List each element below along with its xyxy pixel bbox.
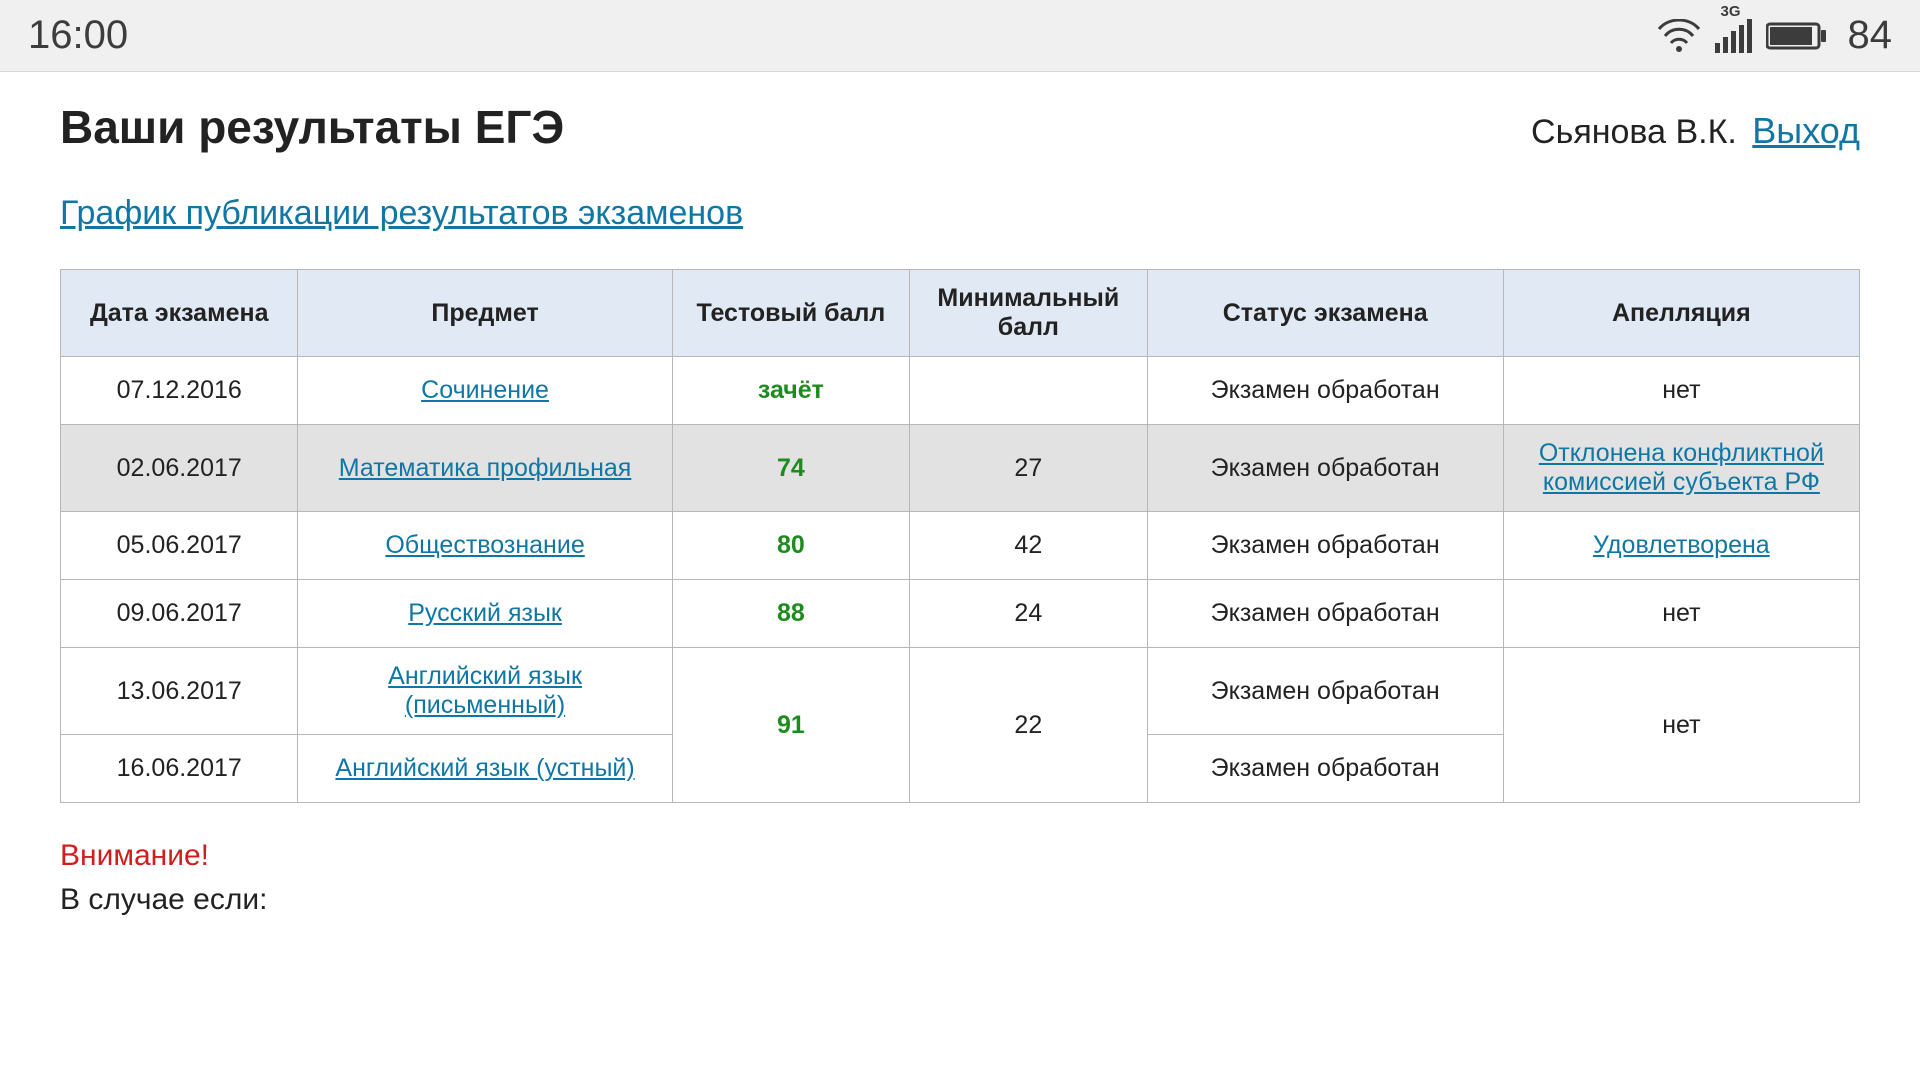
user-block: Сьянова В.К. Выход: [1531, 110, 1860, 152]
cell-date: 13.06.2017: [61, 648, 298, 735]
appeal-link[interactable]: Отклонена конфликтной комиссией субъекта…: [1539, 439, 1824, 496]
results-table: Дата экзамена Предмет Тестовый балл Мини…: [60, 269, 1860, 803]
col-header-score: Тестовый балл: [672, 270, 909, 357]
logout-link[interactable]: Выход: [1752, 110, 1860, 151]
status-time: 16:00: [28, 13, 128, 58]
cell-score: зачёт: [672, 357, 909, 425]
subject-link[interactable]: Обществознание: [385, 531, 584, 559]
col-header-appeal: Апелляция: [1503, 270, 1859, 357]
cell-subject: Математика профильная: [298, 425, 672, 512]
cell-signal-icon: 3G: [1715, 19, 1752, 53]
cell-min: 42: [910, 512, 1147, 580]
cell-min: 22: [910, 648, 1147, 803]
col-header-subject: Предмет: [298, 270, 672, 357]
cell-score: 80: [672, 512, 909, 580]
table-body: 07.12.2016 Сочинение зачёт Экзамен обработа…: [61, 357, 1860, 803]
table-row: 07.12.2016 Сочинение зачёт Экзамен обработа…: [61, 357, 1860, 425]
subject-link[interactable]: Английский язык (письменный): [388, 662, 582, 719]
page-content: Ваши результаты ЕГЭ Сьянова В.К. Выход Г…: [0, 72, 1920, 917]
table-header: Дата экзамена Предмет Тестовый балл Мини…: [61, 270, 1860, 357]
page-header: Ваши результаты ЕГЭ Сьянова В.К. Выход: [60, 100, 1860, 154]
cell-score: 74: [672, 425, 909, 512]
cell-subject: Русский язык: [298, 580, 672, 648]
cell-date: 05.06.2017: [61, 512, 298, 580]
cell-subject: Сочинение: [298, 357, 672, 425]
cell-min: 24: [910, 580, 1147, 648]
page-title: Ваши результаты ЕГЭ: [60, 100, 564, 154]
cell-score: 91: [672, 648, 909, 803]
cell-status: Экзамен обработан: [1147, 425, 1503, 512]
cell-status: Экзамен обработан: [1147, 512, 1503, 580]
cell-score: 88: [672, 580, 909, 648]
cell-status: Экзамен обработан: [1147, 735, 1503, 803]
cell-subject: Обществознание: [298, 512, 672, 580]
col-header-date: Дата экзамена: [61, 270, 298, 357]
cell-status: Экзамен обработан: [1147, 580, 1503, 648]
cell-appeal: нет: [1503, 357, 1859, 425]
cell-date: 02.06.2017: [61, 425, 298, 512]
subject-link[interactable]: Английский язык (устный): [335, 754, 634, 782]
cell-appeal: нет: [1503, 580, 1859, 648]
cell-appeal: Удовлетворена: [1503, 512, 1859, 580]
cell-subject: Английский язык (устный): [298, 735, 672, 803]
cell-status: Экзамен обработан: [1147, 648, 1503, 735]
table-row: 13.06.2017Английский язык (письменный)91…: [61, 648, 1860, 735]
schedule-link[interactable]: График публикации результатов экзаменов: [60, 194, 743, 233]
cell-date: 07.12.2016: [61, 357, 298, 425]
wifi-icon: [1657, 19, 1701, 53]
appeal-link[interactable]: Удовлетворена: [1593, 531, 1770, 559]
cell-status: Экзамен обработан: [1147, 357, 1503, 425]
cell-date: 16.06.2017: [61, 735, 298, 803]
col-header-min: Минимальный балл: [910, 270, 1147, 357]
cell-min: [910, 357, 1147, 425]
col-header-status: Статус экзамена: [1147, 270, 1503, 357]
cell-date: 09.06.2017: [61, 580, 298, 648]
user-name: Сьянова В.К.: [1531, 113, 1737, 151]
table-row: 09.06.2017 Русский язык 8824Экзамен обрабо…: [61, 580, 1860, 648]
cell-appeal: нет: [1503, 648, 1859, 803]
cell-subject: Английский язык (письменный): [298, 648, 672, 735]
warning-text: Внимание!: [60, 839, 1860, 873]
cell-min: 27: [910, 425, 1147, 512]
subject-link[interactable]: Сочинение: [421, 376, 549, 404]
status-right: 3G 84: [1657, 13, 1893, 58]
subject-link[interactable]: Русский язык: [408, 599, 562, 627]
battery-percentage: 84: [1848, 13, 1893, 58]
table-row: 02.06.2017 Математика профильная 7427Экзам…: [61, 425, 1860, 512]
cell-appeal: Отклонена конфликтной комиссией субъекта…: [1503, 425, 1859, 512]
battery-icon: [1766, 21, 1828, 51]
status-bar: 16:00 3G 84: [0, 0, 1920, 72]
warning-follow: В случае если:: [60, 883, 1860, 917]
table-row: 05.06.2017 Обществознание 8042Экзамен обра…: [61, 512, 1860, 580]
subject-link[interactable]: Математика профильная: [339, 454, 632, 482]
